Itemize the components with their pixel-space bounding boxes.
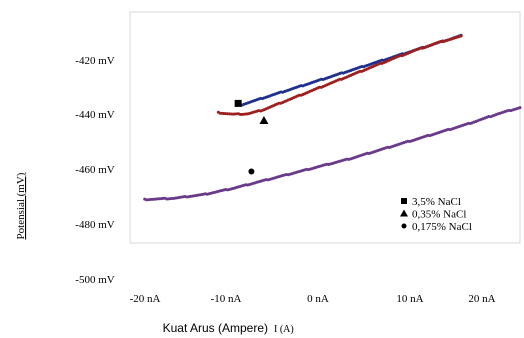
y-tick-label: -460 mV xyxy=(75,164,114,176)
x-tick-label: 20 nA xyxy=(468,293,495,305)
series-3 xyxy=(143,106,522,202)
marker-annotations xyxy=(234,99,269,175)
legend-marker-square xyxy=(401,198,407,204)
y-axis-label: Potensial (mV) xyxy=(15,172,27,239)
y-axis-ticks: -420 mV -440 mV -460 mV -480 mV -500 mV xyxy=(75,55,114,286)
x-tick-label: -20 nA xyxy=(130,293,161,305)
data-point xyxy=(459,34,463,38)
legend-label: 0,175% NaCl xyxy=(412,221,472,233)
square-marker-annotation xyxy=(234,99,242,107)
legend-marker-circle xyxy=(401,223,407,229)
data-point xyxy=(518,106,522,110)
y-tick-label: -440 mV xyxy=(75,109,114,121)
x-tick-label: 0 nA xyxy=(307,293,329,305)
x-axis-ticks: -20 nA -10 nA 0 nA 10 nA 20 nA xyxy=(130,293,496,305)
plot-border xyxy=(129,11,521,244)
triangle-marker-annotation xyxy=(259,116,269,125)
circle-marker-annotation xyxy=(248,168,255,175)
legend-label: 3,5% NaCl xyxy=(412,196,461,208)
legend-item: 0,35% NaCl xyxy=(400,209,466,221)
legend-label: 0,35% NaCl xyxy=(412,209,466,221)
series-2 xyxy=(216,34,463,116)
x-tick-label: -10 nA xyxy=(211,293,242,305)
legend-marker-triangle xyxy=(400,209,408,217)
x-axis-label-suffix: I (A) xyxy=(274,324,294,335)
x-tick-label: 10 nA xyxy=(396,293,423,305)
y-tick-label: -420 mV xyxy=(75,55,114,67)
series-layer xyxy=(143,33,522,202)
legend-item: 0,175% NaCl xyxy=(401,221,472,233)
legend-item: 3,5% NaCl xyxy=(401,196,461,208)
y-tick-label: -500 mV xyxy=(75,274,114,286)
plot-area xyxy=(129,11,521,244)
y-tick-label: -480 mV xyxy=(75,219,114,231)
x-axis-label: Kuat Arus (Ampere) xyxy=(163,321,268,335)
